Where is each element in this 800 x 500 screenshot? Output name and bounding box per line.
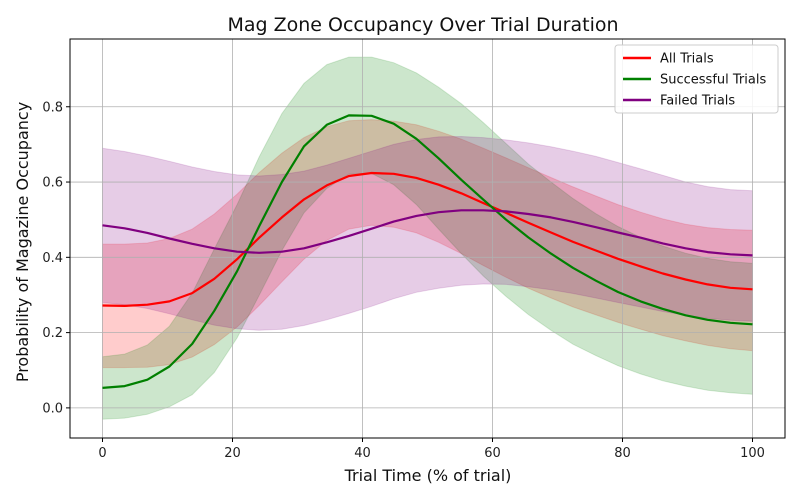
y-axis-title: Probability of Magazine Occupancy: [13, 102, 32, 382]
series-line-1: [102, 114, 753, 389]
confidence-bands: [102, 56, 753, 420]
x-tick-label: 80: [614, 446, 631, 461]
legend-label-2: Failed Trials: [660, 94, 735, 109]
y-tick-label: 0.6: [42, 176, 63, 191]
y-tick-label: 0.8: [42, 100, 63, 115]
band-2: [102, 135, 753, 331]
legend-label-0: All Trials: [660, 52, 714, 67]
legend: All Trials Successful Trials Failed Trials: [614, 44, 779, 114]
x-tick-label: 60: [484, 446, 501, 461]
x-axis-title: Trial Time (% of trial): [344, 466, 512, 485]
legend-box: [614, 44, 779, 114]
x-axis-ticks: 0 20 40 60 80 100: [98, 438, 765, 461]
series-lines: [102, 114, 753, 389]
x-tick-label: 100: [740, 446, 765, 461]
y-tick-label: 0.4: [42, 251, 63, 266]
chart-title: Mag Zone Occupancy Over Trial Duration: [227, 14, 618, 36]
legend-label-1: Successful Trials: [660, 73, 766, 88]
y-tick-label: 0.0: [42, 401, 63, 416]
x-tick-label: 0: [98, 446, 106, 461]
series-line-2: [102, 209, 753, 257]
y-tick-label: 0.2: [42, 326, 63, 341]
series-line-0: [102, 171, 753, 307]
x-tick-label: 20: [224, 446, 241, 461]
plot-frame: [69, 38, 786, 439]
y-axis-ticks: 0.0 0.2 0.4 0.6 0.8: [42, 100, 70, 416]
x-tick-label: 40: [354, 446, 371, 461]
